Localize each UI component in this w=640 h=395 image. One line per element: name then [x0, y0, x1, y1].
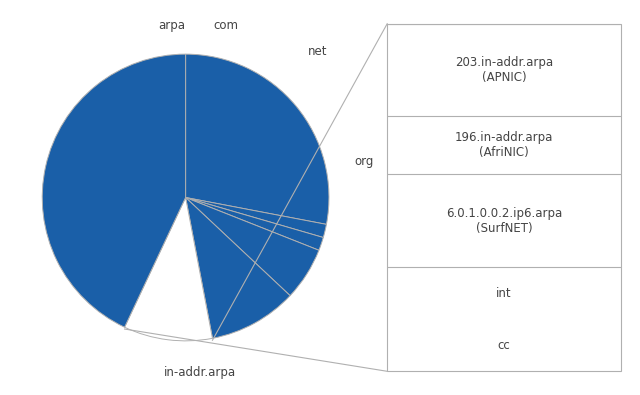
Text: 203.in-addr.arpa
(APNIC): 203.in-addr.arpa (APNIC) — [455, 56, 553, 84]
Text: 196.in-addr.arpa
(AfriNIC): 196.in-addr.arpa (AfriNIC) — [455, 132, 553, 159]
Wedge shape — [186, 198, 319, 295]
Wedge shape — [186, 198, 326, 237]
Wedge shape — [42, 54, 186, 327]
Text: com: com — [213, 19, 238, 32]
Wedge shape — [186, 198, 323, 250]
Wedge shape — [125, 198, 212, 341]
Text: cc: cc — [498, 339, 510, 352]
Text: arpa: arpa — [158, 19, 185, 32]
Text: org: org — [355, 155, 374, 168]
Wedge shape — [186, 54, 329, 224]
Text: net: net — [307, 45, 327, 58]
Text: in-addr.arpa: in-addr.arpa — [164, 366, 236, 379]
Wedge shape — [186, 198, 290, 339]
Text: 6.0.1.0.0.2.ip6.arpa
(SurfNET): 6.0.1.0.0.2.ip6.arpa (SurfNET) — [446, 207, 562, 235]
Text: int: int — [496, 287, 512, 299]
